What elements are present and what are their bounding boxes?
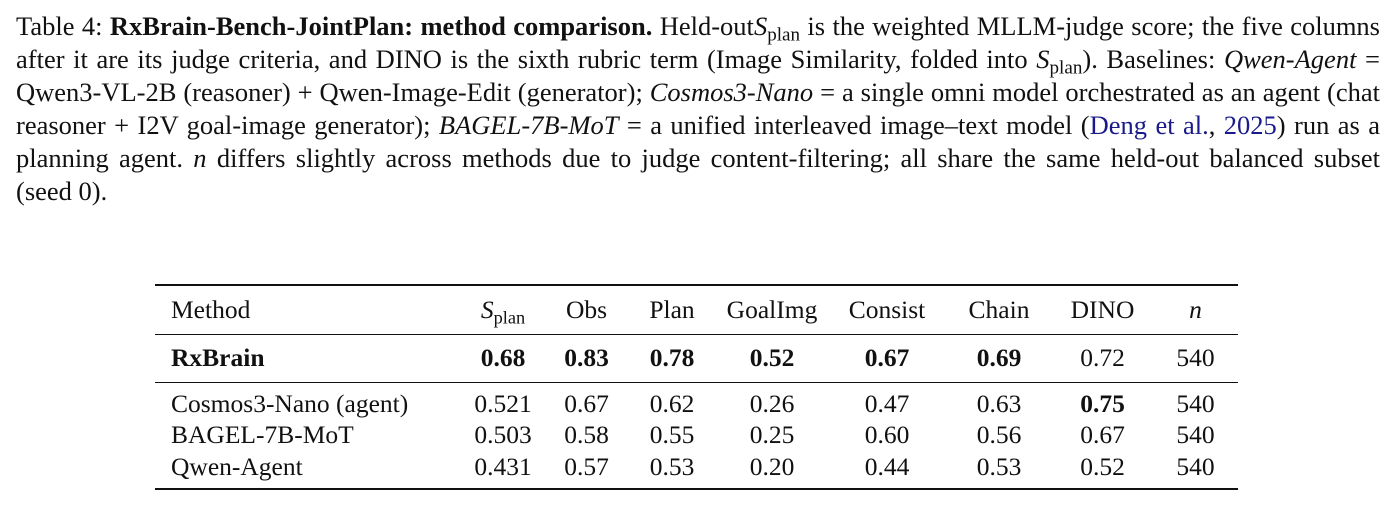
table-header: Method Splan Obs Plan GoalImg Consist Chain DIN… bbox=[155, 285, 1238, 334]
column-header: Obs bbox=[565, 294, 608, 324]
caption-text: = a single omni model orchestrated as an… bbox=[16, 77, 1380, 140]
method-name: Cosmos3-Nano (agent) bbox=[171, 388, 409, 418]
cell-value: 0.56 bbox=[976, 420, 1022, 449]
cell-value: 0.62 bbox=[649, 388, 695, 418]
caption-text: is the weighted MLLM-judge score; the fi… bbox=[16, 11, 1380, 74]
cell-value: 0.60 bbox=[864, 420, 910, 449]
cell-value: 0.53 bbox=[649, 451, 695, 481]
cell-value: 0.67 bbox=[1080, 420, 1125, 449]
column-header: GoalImg bbox=[726, 294, 818, 324]
cell-value: 0.53 bbox=[976, 451, 1022, 481]
column-header: Consist bbox=[848, 294, 926, 324]
cell-value: 0.75 bbox=[1080, 388, 1125, 418]
method-name: RxBrain bbox=[171, 343, 265, 372]
cell-value: 0.503 bbox=[474, 420, 532, 449]
cell-value: 0.52 bbox=[1080, 451, 1125, 481]
column-header: n bbox=[1153, 285, 1238, 334]
comparison-table: Method Splan Obs Plan GoalImg Consist Chain DIN… bbox=[155, 284, 1238, 490]
cell-value: 540 bbox=[1176, 420, 1215, 449]
column-header: Splan bbox=[461, 285, 545, 334]
table-body-baselines: Cosmos3-Nano (agent) 0.521 0.67 0.62 0.26 0.4… bbox=[155, 382, 1238, 489]
subscript: plan bbox=[767, 24, 801, 46]
baseline-name: BAGEL-7B-MoT bbox=[438, 110, 619, 140]
cell-value: 0.67 bbox=[564, 388, 609, 418]
cell-value: 0.78 bbox=[649, 343, 695, 372]
table-body-main: RxBrain 0.68 0.83 0.78 0.52 0.67 0.69 0.72 540 bbox=[155, 334, 1238, 382]
symbol: S bbox=[480, 294, 494, 324]
caption-text: differs slightly across methods due to j… bbox=[16, 143, 1381, 206]
symbol: S bbox=[1036, 44, 1050, 74]
caption-text: = a unified interleaved image–text model… bbox=[618, 110, 1090, 140]
cell-value: 540 bbox=[1176, 451, 1215, 481]
cell-value: 0.58 bbox=[564, 420, 609, 449]
symbol: n bbox=[1189, 294, 1202, 324]
cell-value: 0.68 bbox=[480, 343, 526, 372]
subscript: plan bbox=[493, 307, 526, 328]
cell-value: 0.25 bbox=[749, 420, 795, 449]
caption-text: Held-out bbox=[652, 11, 754, 41]
cell-value: 0.83 bbox=[564, 343, 609, 372]
cell-value: 0.72 bbox=[1080, 343, 1125, 372]
table-row: RxBrain 0.68 0.83 0.78 0.52 0.67 0.69 0.72 540 bbox=[155, 334, 1238, 382]
column-header: Plan bbox=[649, 294, 695, 324]
symbol: n bbox=[193, 143, 207, 173]
cell-value: 0.521 bbox=[474, 388, 532, 418]
baseline-name: Qwen-Agent bbox=[1223, 44, 1357, 74]
column-header: Chain bbox=[968, 294, 1030, 324]
symbol: S bbox=[753, 11, 768, 41]
column-header: Method bbox=[171, 294, 251, 324]
cell-value: 540 bbox=[1176, 388, 1215, 418]
cell-value: 540 bbox=[1176, 343, 1215, 372]
cell-value: 0.67 bbox=[864, 343, 910, 372]
column-header: DINO bbox=[1070, 294, 1135, 324]
caption-text: ). Baselines: bbox=[1082, 44, 1224, 74]
caption-text: = Qwen3-VL-2B (reasoner) + Qwen-Image-Ed… bbox=[16, 44, 1380, 107]
cell-value: 0.26 bbox=[749, 388, 795, 418]
citation-link[interactable]: 2025 bbox=[1223, 110, 1277, 140]
cell-value: 0.52 bbox=[749, 343, 795, 372]
citation-link[interactable]: Deng et al. bbox=[1089, 110, 1209, 140]
table-row: Qwen-Agent 0.431 0.57 0.53 0.20 0.44 0.53 0.52 5… bbox=[155, 452, 1238, 489]
caption-text: , bbox=[1208, 110, 1224, 140]
caption-text: ) run as a planning agent. bbox=[16, 110, 1380, 173]
cell-value: 0.69 bbox=[976, 343, 1022, 372]
header-row: Method Splan Obs Plan GoalImg Consist Chain DIN… bbox=[155, 285, 1238, 334]
cell-value: 0.431 bbox=[474, 451, 532, 481]
table-row: Cosmos3-Nano (agent) 0.521 0.67 0.62 0.26 0.4… bbox=[155, 382, 1238, 419]
cell-value: 0.47 bbox=[864, 388, 910, 418]
cell-value: 0.20 bbox=[749, 451, 795, 481]
method-name: BAGEL-7B-MoT bbox=[171, 420, 354, 449]
table-row: BAGEL-7B-MoT 0.503 0.58 0.55 0.25 0.60 0.56 0.6… bbox=[155, 419, 1238, 452]
caption: Table 4: RxBrain-Bench-JointPlan: method… bbox=[16, 10, 1380, 208]
caption-label: Table 4: bbox=[16, 11, 110, 41]
subscript: plan bbox=[1049, 57, 1083, 79]
cell-value: 0.63 bbox=[976, 388, 1022, 418]
baseline-name: Cosmos3-Nano bbox=[649, 77, 814, 107]
cell-value: 0.44 bbox=[864, 451, 910, 481]
cell-value: 0.57 bbox=[564, 451, 609, 481]
cell-value: 0.55 bbox=[649, 420, 695, 449]
method-name: Qwen-Agent bbox=[171, 451, 303, 481]
caption-title: RxBrain-Bench-JointPlan: method comparis… bbox=[109, 11, 653, 41]
